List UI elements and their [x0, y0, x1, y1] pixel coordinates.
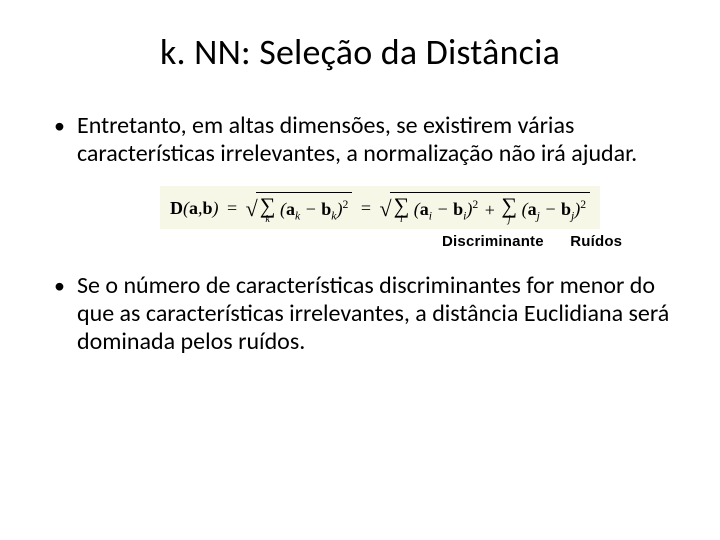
sub-bj: j	[571, 209, 574, 222]
sum-j: ∑j	[501, 195, 517, 225]
exp-3: 2	[580, 198, 586, 211]
sqrt-1: √ ∑k (ak − bk)2	[246, 192, 353, 225]
slide: k. NN: Seleção da Distância • Entretanto…	[0, 0, 720, 540]
formula-func: D	[170, 198, 183, 218]
formula-arg-a: a	[189, 198, 198, 218]
sub-bi: i	[463, 209, 466, 222]
sum-k: ∑k	[260, 195, 276, 225]
formula-block: D(a,b) = √ ∑k (ak − bk)2 = √ ∑i (ai − bi…	[160, 186, 670, 250]
sub-aj: j	[537, 209, 540, 222]
sqrt-2: √ ∑i (ai − bi)2 + ∑j (aj − bj)2	[379, 192, 590, 225]
formula-arg-b: b	[203, 198, 213, 218]
bullet-2-text: Se o número de características discrimin…	[77, 272, 670, 356]
bullet-1-text: Entretanto, em altas dimensões, se exist…	[77, 112, 670, 168]
bullet-marker-icon: •	[54, 272, 65, 356]
bullet-2: • Se o número de características discrim…	[50, 272, 670, 356]
bullet-marker-icon: •	[54, 112, 65, 168]
bullet-1: • Entretanto, em altas dimensões, se exi…	[50, 112, 670, 168]
slide-title: k. NN: Seleção da Distância	[50, 30, 670, 74]
sub-ak: k	[295, 209, 300, 222]
exp-1: 2	[342, 198, 348, 211]
sub-bk: k	[331, 209, 336, 222]
sub-ai: i	[429, 209, 432, 222]
label-ruidos: Ruídos	[570, 233, 622, 250]
sum-i: ∑i	[394, 195, 410, 225]
formula-labels: Discriminante Ruídos	[160, 233, 670, 250]
label-discriminante: Discriminante	[442, 233, 544, 250]
exp-2: 2	[472, 198, 478, 211]
formula-box: D(a,b) = √ ∑k (ak − bk)2 = √ ∑i (ai − bi…	[160, 186, 600, 229]
